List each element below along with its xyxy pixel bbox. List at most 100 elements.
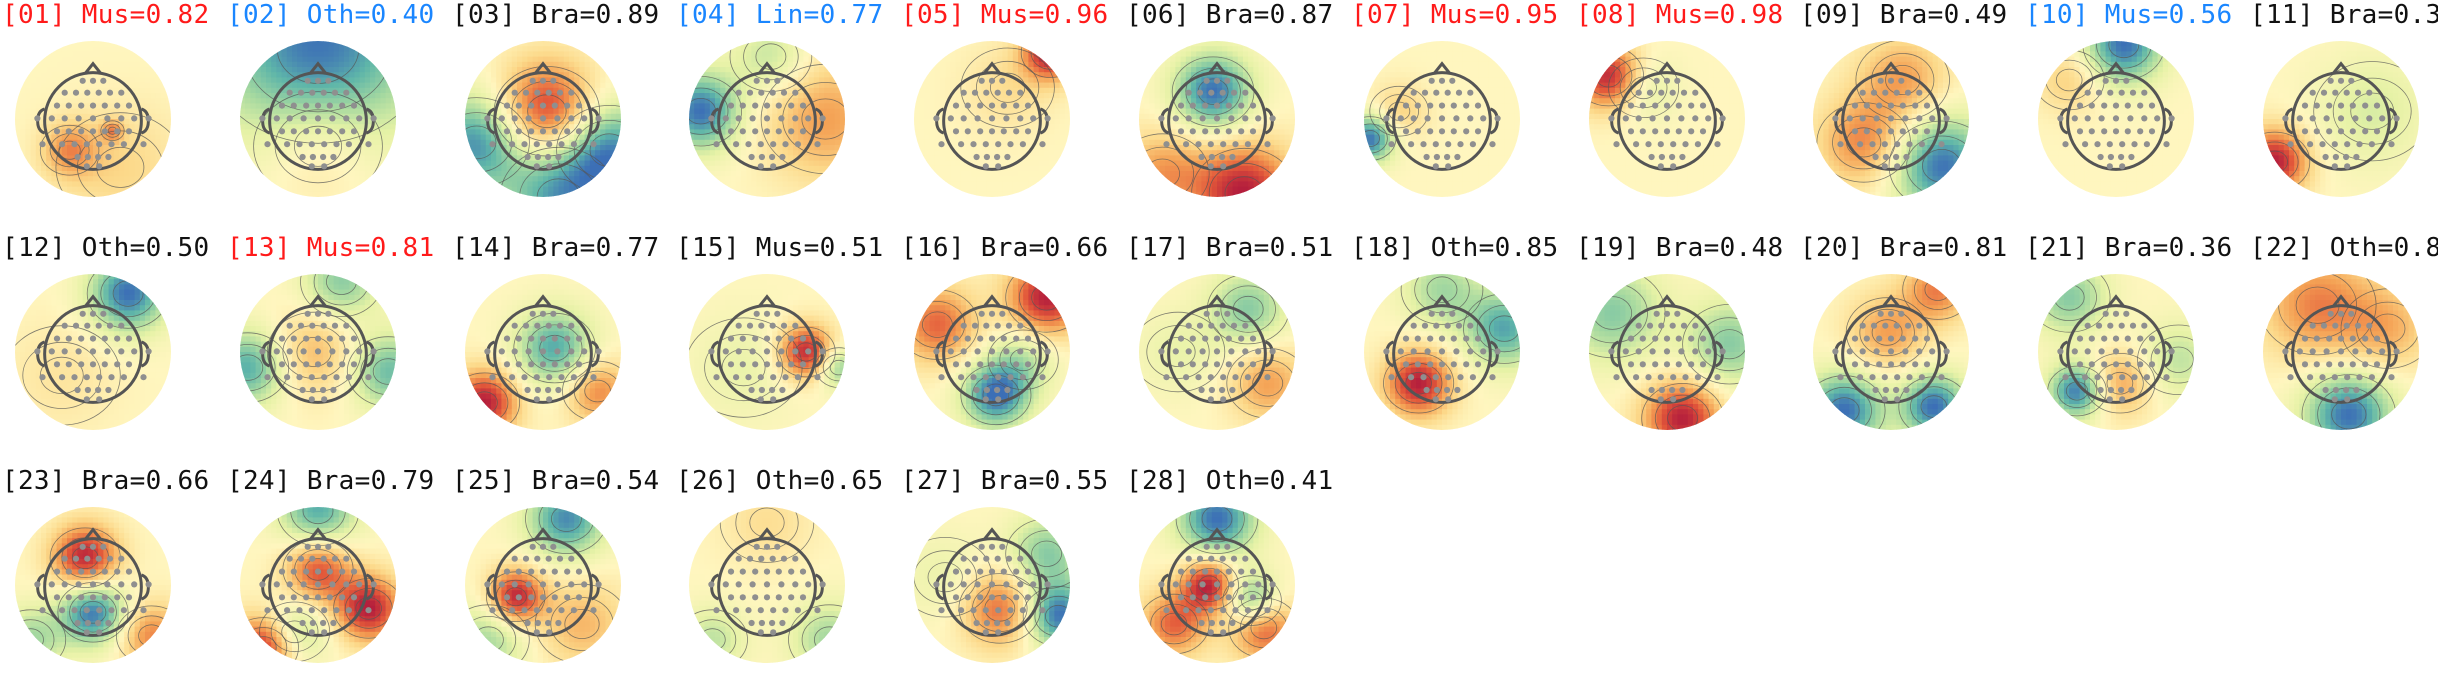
electrode-dot [114,569,120,575]
electrode-dot [1645,141,1651,147]
electrode-dot [2302,128,2308,134]
electrode-dot [2144,374,2150,380]
electrode-dot [1202,128,1208,134]
electrode-dot [100,544,106,550]
electrode-dot [1163,607,1169,613]
electrode-dot [2149,103,2155,109]
electrode-dot [76,581,82,587]
electrode-dot [764,581,770,587]
electrode-dot [309,141,315,147]
electrode-dot [1659,387,1665,393]
electrode-dot [576,594,582,600]
electrode-dot [2107,396,2113,402]
electrode-dot [1454,154,1460,160]
electrode-dot [1882,163,1888,169]
electrode-dot [59,607,65,613]
electrode-dot [526,348,532,354]
heatmap-field [1813,40,1976,204]
electrode-dot [1869,141,1875,147]
electrode-dot [303,128,309,134]
electrode-dot [75,154,81,160]
electrode-dot [320,620,326,626]
electrode-dot [1912,361,1918,367]
electrode-dot [1001,103,1007,109]
electrode-dot [1025,361,1031,367]
electrode-dot [320,387,326,393]
topomap [1132,34,1302,204]
electrode-dot [1888,103,1894,109]
electrode-dot [351,594,357,600]
electrode-dot [540,115,546,121]
electrode-dot [327,128,333,134]
electrode-dot [1623,348,1629,354]
electrode-dot [114,361,120,367]
electrode-dot [2107,374,2113,380]
topomap [2031,267,2201,437]
electrode-dot [351,361,357,367]
electrode-dot [820,115,826,121]
electrode-dot [1451,336,1457,342]
electrode-dot [315,128,321,134]
electrode-dot [309,556,315,562]
electrode-dot [1832,115,1838,121]
electrode-dot [1231,323,1237,329]
electrode-dot [66,336,72,342]
electrode-dot [1864,361,1870,367]
electrode-dot [1873,387,1879,393]
electrode-dot [995,374,1001,380]
electrode-dot [770,629,776,635]
electrode-dot [2108,154,2114,160]
electrode-dot [310,154,316,160]
electrode-dot [327,594,333,600]
electrode-dot [1245,374,1251,380]
electrode-dot [1894,163,1900,169]
electrode-dot [2366,90,2372,96]
electrode-dot [1467,115,1473,121]
electrode-dot [1398,348,1404,354]
electrode-dot [504,569,510,575]
electrode-dot [540,336,546,342]
electrode-dot [723,115,729,121]
electrode-dot [2077,336,2083,342]
electrode-dot [78,361,84,367]
electrode-dot [983,323,989,329]
electrode-dot [740,594,746,600]
electrode-dot [329,581,335,587]
electrode-dot [2119,141,2125,147]
electrode-dot [1398,115,1404,121]
electrode-dot [576,569,582,575]
topomap [458,267,628,437]
electrode-dot [933,115,939,121]
electrode-dot [1905,90,1911,96]
electrode-dot [1682,374,1688,380]
electrode-dot [752,128,758,134]
electrode-dot [1001,336,1007,342]
electrode-dot [1199,387,1205,393]
electrode-dot [2098,154,2104,160]
electrode-dot [78,103,84,109]
electrode-dot [554,115,560,121]
electrode-dot [309,163,315,169]
electrode-dot [1882,90,1888,96]
electrode-dot [972,90,978,96]
electrode-dot [769,387,775,393]
electrode-dot [1007,374,1013,380]
electrode-dot [121,141,127,147]
electrode-dot [39,607,45,613]
electrode-dot [62,581,68,587]
electrode-dot [733,374,739,380]
electrode-dot [107,556,113,562]
electrode-dot [1433,396,1439,402]
electrode-dot [1403,128,1409,134]
electrode-dot [1832,348,1838,354]
electrode-dot [590,374,596,380]
electrode-dot [327,336,333,342]
electrode-dot [983,141,989,147]
electrode-dot [1475,361,1481,367]
electrode-dot [2326,128,2332,134]
electrode-dot [1219,154,1225,160]
electrode-dot [747,90,753,96]
component-17: [17] Bra=0.51 [1124,233,1348,463]
electrode-dot [1224,78,1230,84]
electrode-dot [545,154,551,160]
